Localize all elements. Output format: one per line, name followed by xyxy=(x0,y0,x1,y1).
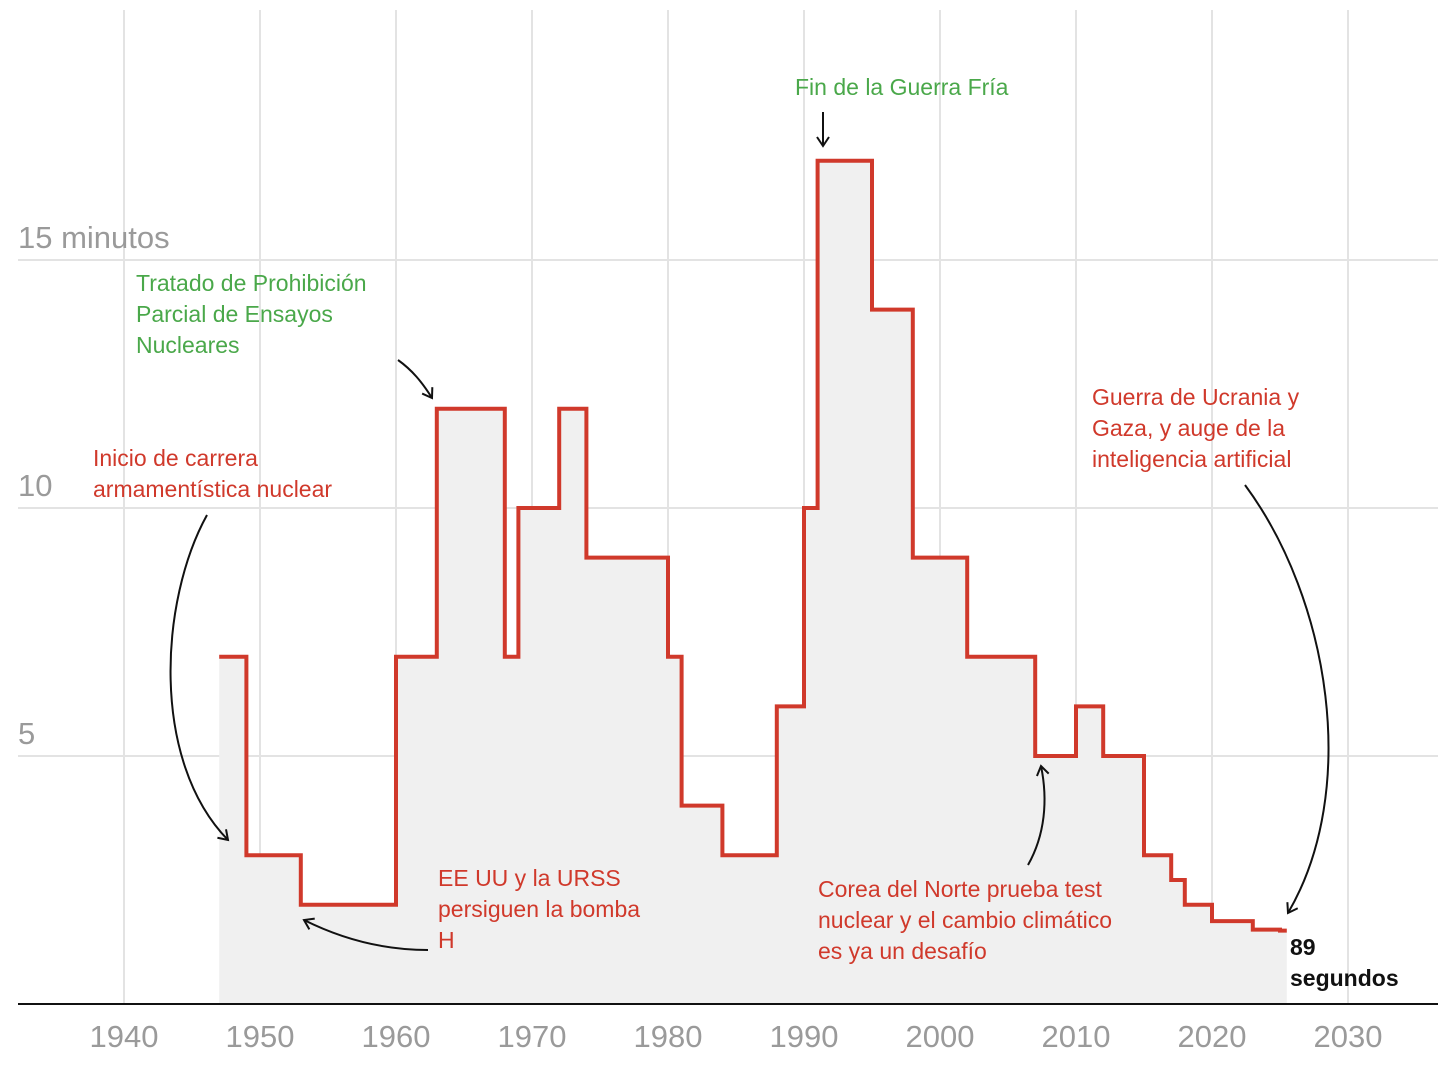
annotation-arms-race-line-2: armamentística nuclear xyxy=(93,476,332,502)
x-tick-label-1940: 1940 xyxy=(90,1019,159,1054)
annotation-cold-war-end: Fin de la Guerra Fría xyxy=(795,74,1009,148)
annotation-ukraine-line-2: Gaza, y auge de la xyxy=(1092,415,1285,441)
annotation-arms-race: Inicio de carrera armamentística nuclear xyxy=(93,445,332,842)
annotation-cold-war-end-line-1: Fin de la Guerra Fría xyxy=(795,74,1009,100)
x-tick-label-2000: 2000 xyxy=(906,1019,975,1054)
y-tick-label-10: 10 xyxy=(18,468,52,503)
annotation-h-bomb-line-1: EE UU y la URSS xyxy=(438,865,621,891)
y-axis-ticks: 5 10 15 minutos xyxy=(18,220,170,751)
y-tick-label-15: 15 minutos xyxy=(18,220,170,255)
annotation-north-korea-climate: Corea del Norte prueba test nuclear y el… xyxy=(818,764,1112,964)
annotation-h-bomb-arrow xyxy=(302,917,429,951)
annotation-h-bomb-line-3: H xyxy=(438,927,455,953)
annotation-north-korea-line-1: Corea del Norte prueba test xyxy=(818,876,1102,902)
x-tick-label-1960: 1960 xyxy=(362,1019,431,1054)
x-tick-label-2020: 2020 xyxy=(1178,1019,1247,1054)
annotation-arms-race-line-1: Inicio de carrera xyxy=(93,445,258,471)
annotation-ukraine-line-1: Guerra de Ucrania y xyxy=(1092,384,1300,410)
annotation-test-ban-line-2: Parcial de Ensayos xyxy=(136,301,333,327)
x-tick-label-1990: 1990 xyxy=(770,1019,839,1054)
end-label-unit: segundos xyxy=(1290,965,1399,991)
x-tick-label-1950: 1950 xyxy=(226,1019,295,1054)
y-tick-label-5: 5 xyxy=(18,716,35,751)
annotation-north-korea-line-3: es ya un desafío xyxy=(818,938,987,964)
area-fill xyxy=(219,160,1287,1005)
annotation-test-ban-line-3: Nucleares xyxy=(136,332,240,358)
x-tick-label-2030: 2030 xyxy=(1314,1019,1383,1054)
end-label-value: 89 xyxy=(1290,934,1316,960)
x-axis-ticks: 1940 1950 1960 1970 1980 1990 2000 2010 2020 2030 xyxy=(90,1019,1383,1054)
annotation-ukraine-gaza-ai: Guerra de Ucrania y Gaza, y auge de la i… xyxy=(1092,384,1330,915)
annotation-h-bomb: EE UU y la URSS persiguen la bomba H xyxy=(302,865,640,953)
end-label: 89 segundos xyxy=(1290,934,1399,991)
annotation-test-ban-line-1: Tratado de Prohibición xyxy=(136,270,367,296)
x-tick-label-2010: 2010 xyxy=(1042,1019,1111,1054)
annotation-north-korea-arrow xyxy=(1027,764,1050,866)
series-line-doomsday-clock xyxy=(219,158,1287,933)
annotation-north-korea-line-2: nuclear y el cambio climático xyxy=(818,907,1112,933)
annotation-h-bomb-line-2: persiguen la bomba xyxy=(438,896,640,922)
annotation-test-ban-treaty: Tratado de Prohibición Parcial de Ensayo… xyxy=(136,270,434,400)
x-tick-label-1970: 1970 xyxy=(498,1019,567,1054)
annotation-test-ban-arrow xyxy=(397,359,434,400)
annotation-ukraine-line-3: inteligencia artificial xyxy=(1092,446,1291,472)
annotations: Inicio de carrera armamentística nuclear… xyxy=(93,74,1330,964)
annotation-ukraine-arrow xyxy=(1244,484,1330,915)
annotation-arms-race-arrow xyxy=(169,514,230,842)
x-tick-label-1980: 1980 xyxy=(634,1019,703,1054)
